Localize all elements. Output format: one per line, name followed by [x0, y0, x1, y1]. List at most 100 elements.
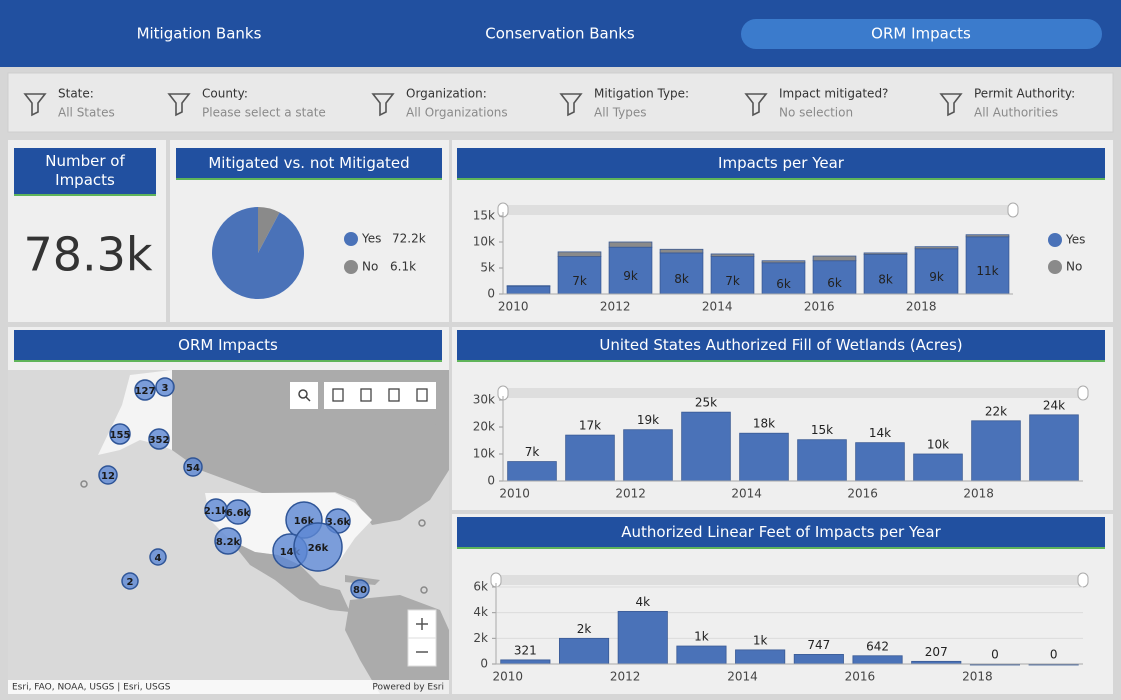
filter-value[interactable]: All States	[58, 106, 115, 120]
map-cluster-label: 8.2k	[216, 537, 241, 548]
nav-tab[interactable]: Conservation Banks	[485, 25, 635, 43]
map-cluster[interactable]	[155, 377, 175, 397]
range-slider-handle[interactable]	[1077, 385, 1089, 401]
bar-value-label: 0	[1050, 648, 1058, 662]
x-tick-label: 2016	[847, 487, 878, 501]
x-tick-label: 2010	[499, 487, 530, 501]
map-tool-icon[interactable]	[332, 388, 344, 402]
map-cluster[interactable]	[121, 572, 139, 590]
map-cluster[interactable]	[225, 499, 251, 525]
map-cluster[interactable]	[214, 527, 242, 555]
bar-segment	[863, 254, 908, 295]
filter-label[interactable]: Mitigation Type:	[594, 87, 689, 101]
y-tick-label: 30k	[473, 393, 495, 407]
range-slider-handle[interactable]	[1007, 202, 1019, 218]
map-point	[418, 519, 426, 527]
bar-segment	[710, 253, 755, 257]
bar-segment	[914, 248, 959, 295]
pie-header-title: Mitigated vs. not Mitigated	[208, 153, 410, 172]
bar	[1029, 414, 1079, 482]
range-slider-track	[496, 575, 1083, 585]
legend-label: Yes	[361, 232, 381, 246]
map-cluster[interactable]	[293, 522, 343, 572]
bar-segment	[965, 236, 1010, 295]
active-tab-pill	[741, 19, 1102, 49]
filter-value[interactable]: Please select a state	[202, 106, 326, 120]
filter-label[interactable]: State:	[58, 87, 94, 101]
bar-value-label: 321	[514, 643, 537, 657]
map-cluster[interactable]	[148, 428, 170, 450]
bar	[793, 654, 844, 665]
map-tool-icon[interactable]	[388, 388, 400, 402]
search-icon-handle	[305, 396, 311, 402]
map-cluster-label: 3.6k	[326, 517, 351, 528]
filter-bar	[7, 72, 1114, 133]
y-tick-label: 2k	[473, 631, 488, 645]
nav-tab[interactable]: ORM Impacts	[871, 25, 971, 43]
bar-value-label: 6k	[776, 277, 791, 291]
bar	[558, 637, 610, 665]
x-tick-label: 2014	[727, 670, 758, 684]
bar-value-label: 1k	[753, 633, 768, 647]
x-tick-label: 2018	[963, 487, 994, 501]
y-tick-label: 10k	[473, 447, 495, 461]
bar-value-label: 15k	[811, 423, 833, 437]
x-tick-label: 2018	[962, 670, 993, 684]
filter-label[interactable]: Impact mitigated?	[779, 87, 888, 101]
nav-tab[interactable]: Mitigation Banks	[137, 25, 262, 43]
pie-slice	[258, 207, 280, 253]
map-cluster-label: 80	[353, 585, 367, 596]
map-point	[420, 586, 428, 594]
zoom-in-button[interactable]	[407, 609, 437, 639]
map-cluster-label: 155	[110, 430, 131, 441]
filter-value[interactable]: All Types	[594, 106, 647, 120]
y-tick-label: 4k	[473, 605, 488, 619]
bar-value-label: 4k	[635, 595, 650, 609]
map-search-button[interactable]	[290, 382, 318, 409]
bar-value-label: 9k	[929, 270, 944, 284]
map-cluster[interactable]	[350, 579, 370, 599]
filter-value[interactable]: All Organizations	[406, 106, 508, 120]
bar-value-label: 24k	[1043, 398, 1065, 412]
map-cluster[interactable]	[134, 379, 156, 401]
filter-label[interactable]: Organization:	[406, 87, 487, 101]
wetlands-header	[457, 330, 1105, 360]
bar-segment	[557, 251, 602, 257]
bar	[681, 411, 731, 482]
map-cluster-label: 4	[155, 553, 162, 564]
map-cluster[interactable]	[98, 465, 118, 485]
bar-value-label: 19k	[637, 413, 659, 427]
map-cluster[interactable]	[183, 457, 203, 477]
map-cluster-label: 3	[162, 383, 169, 394]
legend-value: 72.2k	[392, 232, 426, 246]
legend-label: No	[362, 260, 378, 274]
filter-icon	[744, 93, 768, 117]
map-cluster-label: 54	[186, 463, 200, 474]
bar-value-label: 0	[991, 648, 999, 662]
map-cluster-label: 12	[101, 471, 115, 482]
search-icon	[298, 389, 308, 399]
range-slider-handle[interactable]	[1077, 572, 1089, 588]
map-cluster[interactable]	[149, 548, 167, 566]
map-tool-icon[interactable]	[360, 388, 372, 402]
y-tick-label: 0	[480, 657, 488, 671]
map-tool-icon[interactable]	[416, 388, 428, 402]
filter-label[interactable]: County:	[202, 87, 248, 101]
bar	[617, 610, 668, 665]
bar-value-label: 642	[866, 639, 889, 653]
attribution-bar	[8, 680, 449, 694]
x-tick-label: 2012	[615, 487, 646, 501]
filter-label[interactable]: Permit Authority:	[974, 87, 1075, 101]
bar-segment	[608, 241, 653, 248]
legend-swatch	[1048, 260, 1062, 274]
bar-segment	[965, 234, 1010, 238]
map-cluster-label: 127	[135, 386, 156, 397]
map-cluster[interactable]	[109, 423, 131, 445]
map: 127 3 155 352 12 54 2.1k6.6k 8.2k 16k 3.6k 14k 26k 4…	[8, 370, 449, 694]
bar	[855, 442, 905, 482]
bar-value-label: 17k	[579, 419, 601, 433]
filter-value[interactable]: All Authorities	[974, 106, 1058, 120]
filter-value[interactable]: No selection	[779, 106, 853, 120]
map-attribution: Esri, FAO, NOAA, USGS | Esri, USGS	[12, 683, 171, 693]
